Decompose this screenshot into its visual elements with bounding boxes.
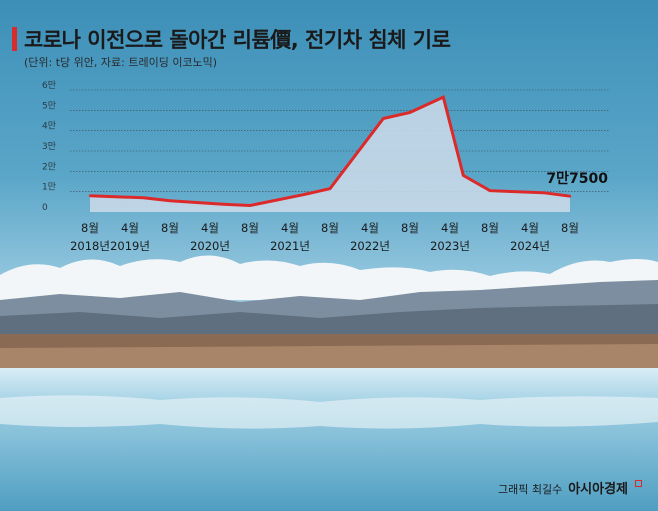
latest-price-label: 7만7500 <box>546 171 608 187</box>
x-tick-month: 8월 <box>81 221 99 235</box>
graphic-byline: 그래픽 최길수 <box>497 483 563 496</box>
y-tick-label: 6만 <box>42 80 56 91</box>
data-point <box>142 196 145 199</box>
data-point <box>542 191 545 194</box>
data-point <box>222 203 225 206</box>
chart-title: 코로나 이전으로 돌아간 리튬價, 전기차 침체 기로 <box>24 28 451 52</box>
data-point <box>302 193 305 196</box>
x-tick-year: 2024년 <box>510 239 550 253</box>
y-axis-ticks: 0 1만 2만 3만 4만 5만 6만 <box>42 80 56 213</box>
price-area <box>90 97 570 212</box>
data-point <box>488 189 492 192</box>
x-tick-month: 4월 <box>281 221 299 235</box>
y-tick-label: 4만 <box>42 121 56 132</box>
x-tick-month: 8월 <box>241 221 259 235</box>
x-tick-month: 4월 <box>361 221 379 235</box>
x-tick-year: 2021년 <box>270 239 310 253</box>
price-series <box>88 94 572 212</box>
x-tick-month: 8월 <box>161 221 179 235</box>
x-tick-month: 4월 <box>201 221 219 235</box>
price-line <box>89 94 571 208</box>
y-tick-label: 1만 <box>42 182 56 193</box>
title-accent-bar <box>12 27 17 51</box>
x-axis-ticks: 8월 2018년 4월 2019년 8월 4월 2020년 8월 4월 2021년 8월 4월 2022… <box>70 221 579 253</box>
data-point <box>88 194 92 197</box>
x-tick-year: 2018년 <box>70 239 110 253</box>
x-tick-year: 2023년 <box>430 239 470 253</box>
x-tick-month: 4월 <box>521 221 539 235</box>
data-point <box>168 199 172 203</box>
data-point <box>408 111 412 114</box>
x-tick-month: 4월 <box>441 221 459 235</box>
data-point <box>442 95 445 99</box>
data-point <box>248 204 252 207</box>
data-point <box>462 174 465 177</box>
x-tick-month: 8월 <box>321 221 339 235</box>
chart-subtitle: (단위: t당 위안, 자료: 트레이딩 이코노믹) <box>24 56 218 69</box>
data-point <box>382 117 385 120</box>
x-tick-month: 8월 <box>401 221 419 235</box>
x-tick-month: 8월 <box>561 221 579 235</box>
data-point <box>568 195 572 198</box>
y-tick-label: 0 <box>42 203 48 213</box>
lithium-price-chart: 0 1만 2만 3만 4만 5만 6만 8월 2018년 4월 2019년 8월 4월 2020년 8월 4… <box>42 80 610 253</box>
credit: 그래픽 최길수 아시아경제 <box>498 478 642 497</box>
gridlines <box>70 89 610 192</box>
y-tick-label: 3만 <box>42 141 56 152</box>
x-tick-year: 2019년 <box>110 239 150 253</box>
x-tick-month: 8월 <box>481 221 499 235</box>
publisher-mark-icon <box>635 480 642 487</box>
x-tick-year: 2022년 <box>350 239 390 253</box>
y-tick-label: 2만 <box>42 161 56 172</box>
x-tick-month: 4월 <box>121 221 139 235</box>
y-tick-label: 5만 <box>42 100 56 111</box>
data-point <box>328 187 332 190</box>
x-tick-year: 2020년 <box>190 239 230 253</box>
publisher-logo: 아시아경제 <box>568 482 628 497</box>
